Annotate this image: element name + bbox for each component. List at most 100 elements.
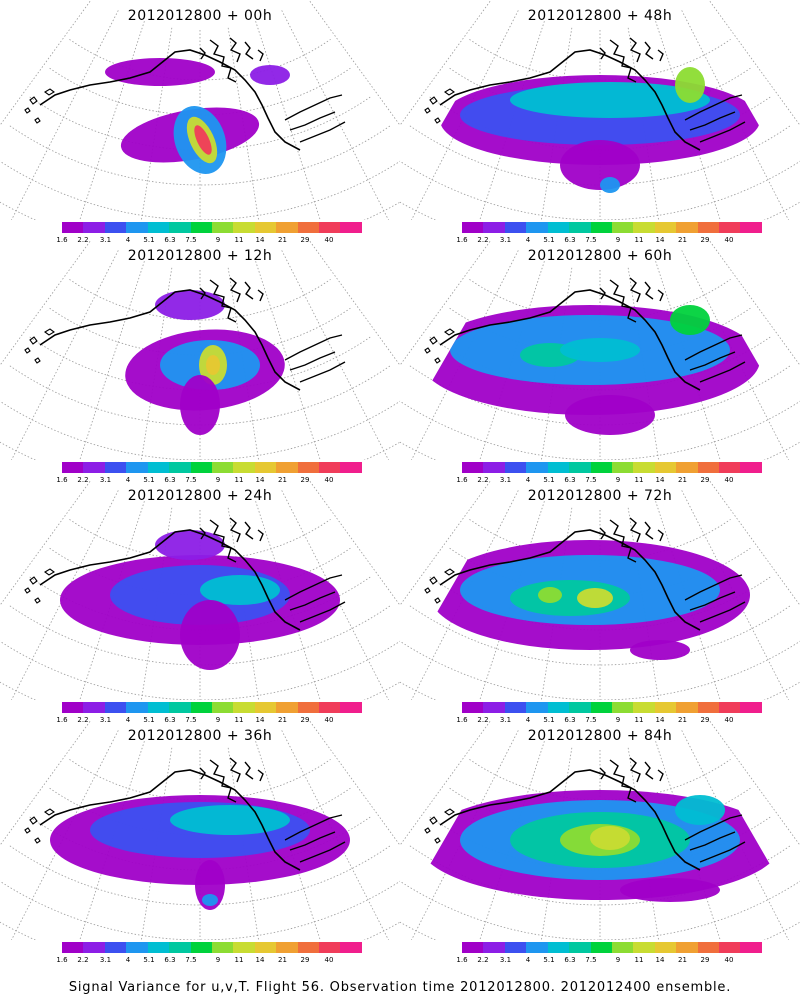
- colorbar-swatch: [740, 942, 762, 953]
- colorbar-labels: 1.6 2.2 3.1 4 5.1 6.3 7.5 9 11 14 21 29 40: [56, 956, 362, 966]
- colorbar-label: 4: [125, 236, 131, 244]
- colorbar-label: 11: [234, 716, 244, 724]
- colorbar-swatch: [211, 702, 234, 713]
- coastline: [24, 517, 346, 631]
- colorbar-swatch: [169, 702, 191, 713]
- colorbar-label: 21: [678, 956, 687, 964]
- colorbar-swatch: [211, 222, 234, 233]
- colorbar-swatch: [633, 942, 655, 953]
- variance-contour: [155, 530, 225, 560]
- colorbar-label: 4: [525, 236, 531, 244]
- colorbar: [462, 222, 762, 233]
- colorbar-swatch: [190, 942, 212, 953]
- coastline: [424, 517, 746, 631]
- colorbar-swatch: [740, 462, 762, 473]
- colorbar-swatch: [697, 222, 720, 233]
- colorbar: [62, 222, 362, 233]
- colorbar-label: 14: [255, 476, 265, 484]
- colorbar-label: 14: [655, 716, 665, 724]
- variance-contour: [194, 125, 212, 155]
- colorbar-swatch: [211, 942, 234, 953]
- colorbar-swatch: [190, 702, 212, 713]
- colorbar-swatch: [697, 942, 720, 953]
- colorbar-swatch: [569, 222, 591, 233]
- colorbar-labels: 1.6 2.2 3.1 4 5.1 6.3 7.5 9 11 14 21 29 40: [456, 716, 762, 726]
- coastline: [424, 37, 746, 151]
- colorbar-swatch: [126, 462, 148, 473]
- colorbar-swatch: [676, 702, 698, 713]
- coastline: [24, 37, 346, 151]
- variance-contour: [675, 795, 725, 825]
- colorbar-label: 40: [324, 716, 334, 724]
- colorbar-label: 6.3: [564, 476, 576, 484]
- colorbar-label: 11: [234, 236, 244, 244]
- colorbar-label: 4: [125, 956, 131, 964]
- polar-map: [400, 240, 800, 460]
- colorbar-swatch: [654, 942, 677, 953]
- colorbar-swatch: [62, 462, 84, 473]
- colorbar-swatch: [590, 462, 612, 473]
- colorbar-label: 40: [324, 956, 334, 964]
- variance-contour: [560, 338, 640, 362]
- colorbar-label: 11: [634, 476, 644, 484]
- forecast-panel-12h: 2012012800 + 12h 1.6 2.2 3.1 4 5.1 6.3 7.5 9 11 14…: [0, 240, 400, 484]
- colorbar: [62, 462, 362, 473]
- colorbar-label: 3.1: [99, 716, 112, 724]
- colorbar-label: 2.2: [77, 716, 89, 724]
- variance-contour: [675, 67, 705, 103]
- forecast-panel-60h: 2012012800 + 60h 1.6 2.2 3.1 4 5.1 6.3 7.5 9 11 14…: [400, 240, 800, 484]
- colorbar-swatch: [276, 702, 298, 713]
- colorbar-label: 2.2: [477, 956, 489, 964]
- variance-contour: [590, 826, 630, 850]
- colorbar-swatch: [697, 462, 720, 473]
- colorbar-swatch: [697, 702, 720, 713]
- colorbar-swatch: [104, 462, 127, 473]
- colorbar-swatch: [233, 222, 255, 233]
- colorbar-labels: 1.6 2.2 3.1 4 5.1 6.3 7.5 9 11 14 21 29 40: [56, 716, 362, 726]
- colorbar-swatch: [547, 942, 570, 953]
- colorbar-swatch: [276, 942, 298, 953]
- colorbar-swatch: [254, 462, 277, 473]
- colorbar-label: 29: [700, 476, 710, 484]
- colorbar-label: 6.3: [164, 956, 176, 964]
- colorbar-label: 7.5: [585, 956, 597, 964]
- colorbar-swatch: [319, 222, 341, 233]
- colorbar-label: 6.3: [164, 476, 176, 484]
- variance-contour: [105, 58, 215, 86]
- colorbar-swatch: [147, 702, 170, 713]
- colorbar-swatch: [276, 222, 298, 233]
- colorbar-label: 40: [724, 236, 734, 244]
- colorbar-swatch: [83, 702, 105, 713]
- colorbar-label: 2.2: [477, 236, 489, 244]
- colorbar-swatch: [719, 462, 741, 473]
- variance-contour: [600, 177, 620, 193]
- colorbar-label: 21: [278, 236, 287, 244]
- colorbar-swatch: [319, 462, 341, 473]
- colorbar-swatch: [297, 222, 320, 233]
- colorbar-label: 5.1: [543, 716, 555, 724]
- colorbar-swatch: [504, 462, 527, 473]
- polar-map: [0, 0, 400, 220]
- colorbar-label: 7.5: [185, 956, 197, 964]
- variance-contour: [202, 894, 218, 906]
- colorbar-label: 4: [125, 476, 131, 484]
- colorbar-swatch: [611, 462, 634, 473]
- colorbar-label: 40: [724, 716, 734, 724]
- colorbar-label: 29: [300, 476, 310, 484]
- colorbar-swatch: [462, 462, 484, 473]
- colorbar-swatch: [190, 462, 212, 473]
- colorbar-swatch: [569, 462, 591, 473]
- polar-map: [0, 480, 400, 700]
- colorbar-swatch: [147, 462, 170, 473]
- colorbar-swatch: [676, 942, 698, 953]
- colorbar-swatch: [611, 702, 634, 713]
- colorbar-swatch: [569, 942, 591, 953]
- colorbar-swatch: [462, 942, 484, 953]
- figure-caption: Signal Variance for u,v,T. Flight 56. Ob…: [68, 980, 732, 995]
- forecast-panel-24h: 2012012800 + 24h 1.6 2.2 3.1 4 5.1 6.3 7.5 9 11 14…: [0, 480, 400, 724]
- colorbar-swatch: [590, 942, 612, 953]
- colorbar-swatch: [483, 462, 505, 473]
- colorbar-swatch: [147, 942, 170, 953]
- colorbar-label: 14: [655, 956, 665, 964]
- variance-contour: [670, 305, 710, 335]
